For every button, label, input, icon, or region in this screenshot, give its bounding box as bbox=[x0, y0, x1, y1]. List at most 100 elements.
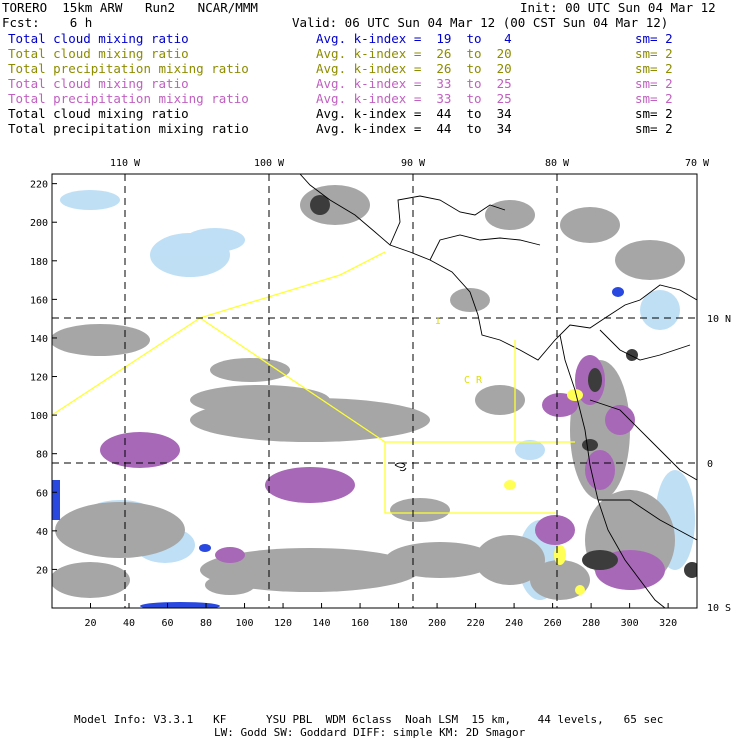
y-tick-label: 80 bbox=[36, 450, 48, 461]
cloud-light-blue bbox=[60, 190, 120, 210]
precip-purple bbox=[215, 547, 245, 563]
border-peru bbox=[598, 499, 697, 541]
x-tick-label: 200 bbox=[428, 618, 446, 629]
legend-row: Total precipitation mixing ratio Avg. k-i… bbox=[0, 91, 740, 106]
coastline-central-america bbox=[299, 174, 697, 361]
legend-k-index: Avg. k-index = 44 to 34 bbox=[316, 106, 512, 121]
cloud-blue-intense bbox=[52, 480, 60, 520]
legend-k-index: Avg. k-index = 44 to 34 bbox=[316, 121, 512, 136]
x-tick-label: 220 bbox=[467, 618, 485, 629]
cloud-blue-intense bbox=[199, 544, 211, 552]
precip-purple bbox=[100, 432, 180, 468]
x-tick-label: 140 bbox=[313, 618, 331, 629]
y-tick-label: 120 bbox=[30, 373, 48, 384]
cloud-gray bbox=[190, 385, 330, 415]
legend-row: Total cloud mixing ratio Avg. k-index = 2… bbox=[0, 46, 740, 61]
y-tick-label: 160 bbox=[30, 295, 48, 306]
precip-purple bbox=[535, 515, 575, 545]
cloud-light-blue bbox=[640, 290, 680, 330]
cloud-dark-core bbox=[310, 195, 330, 215]
precip-yellow bbox=[554, 545, 566, 565]
cloud-gray bbox=[450, 288, 490, 312]
legend-field: Total cloud mixing ratio bbox=[8, 106, 189, 121]
legend-k-index: Avg. k-index = 19 to 4 bbox=[316, 31, 512, 46]
latitude-label: 0 bbox=[707, 459, 713, 470]
x-tick-label: 160 bbox=[351, 618, 369, 629]
longitude-label: 110 W bbox=[110, 158, 141, 169]
latlon-grid bbox=[52, 174, 697, 608]
legend-smoothing: sm= 2 bbox=[635, 46, 673, 61]
legend-field: Total precipitation mixing ratio bbox=[8, 91, 249, 106]
cloud-blue-intense bbox=[140, 602, 220, 608]
x-tick-label: 100 bbox=[236, 618, 254, 629]
cloud-gray bbox=[485, 200, 535, 230]
eez-boundary-south bbox=[199, 317, 555, 514]
precip-purple bbox=[265, 467, 355, 503]
legend-smoothing: sm= 2 bbox=[635, 121, 673, 136]
latitude-label: 10 S bbox=[707, 603, 731, 614]
coastline-yucatan bbox=[389, 195, 506, 246]
precip-purple bbox=[585, 450, 615, 490]
precip-purple bbox=[542, 393, 578, 417]
longitude-label: 90 W bbox=[401, 158, 426, 169]
longitude-label: 70 W bbox=[685, 158, 710, 169]
eez-boundary-mexico bbox=[52, 251, 386, 416]
legend-field: Total precipitation mixing ratio bbox=[8, 121, 249, 136]
forecast-hour: Fcst: 6 h bbox=[2, 15, 93, 30]
init-time: Init: 00 UTC Sun 04 Mar 12 bbox=[520, 0, 716, 15]
legend-smoothing: sm= 2 bbox=[635, 106, 673, 121]
legend-field: Total precipitation mixing ratio bbox=[8, 61, 249, 76]
cloud-gray bbox=[390, 498, 450, 522]
map-label-cr: C R bbox=[464, 375, 483, 386]
map-label-i: I bbox=[435, 316, 441, 327]
legend-field: Total cloud mixing ratio bbox=[8, 46, 189, 61]
cloud-dark-core bbox=[582, 550, 618, 570]
y-tick-label: 200 bbox=[30, 218, 48, 229]
x-tick-label: 40 bbox=[123, 618, 135, 629]
footer-physics: LW: Godd SW: Goddard DIFF: simple KM: 2D… bbox=[214, 726, 526, 739]
cloud-gray bbox=[52, 562, 130, 598]
y-tick-label: 220 bbox=[30, 180, 48, 191]
y-tick-label: 40 bbox=[36, 527, 48, 538]
cloud-gray bbox=[52, 324, 150, 356]
legend-row: Total cloud mixing ratio Avg. k-index = 3… bbox=[0, 76, 740, 91]
precip-yellow bbox=[575, 585, 585, 595]
model-title: TORERO 15km ARW Run2 NCAR/MMM bbox=[2, 0, 258, 15]
cloud-gray bbox=[55, 502, 185, 558]
region-outlines bbox=[52, 251, 575, 514]
coastlines bbox=[299, 174, 697, 608]
longitude-labels: 110 W 100 W 90 W 80 W 70 W bbox=[110, 158, 710, 169]
cloud-gray bbox=[300, 185, 370, 225]
galapagos-islands bbox=[394, 462, 407, 472]
cloud-blue-intense bbox=[612, 287, 624, 297]
legend-smoothing: sm= 2 bbox=[635, 91, 673, 106]
x-tick-label: 240 bbox=[505, 618, 523, 629]
legend-row: Total cloud mixing ratio Avg. k-index = 1… bbox=[0, 31, 740, 46]
legend-k-index: Avg. k-index = 26 to 20 bbox=[316, 46, 512, 61]
border-central-america bbox=[429, 234, 541, 261]
legend-field: Total cloud mixing ratio bbox=[8, 76, 189, 91]
legend-smoothing: sm= 2 bbox=[635, 76, 673, 91]
x-tick-label: 320 bbox=[659, 618, 677, 629]
cloud-dark-core bbox=[588, 368, 602, 392]
cloud-dark-core bbox=[684, 562, 697, 578]
cloud-light-blue bbox=[185, 228, 245, 252]
precip-purple bbox=[605, 405, 635, 435]
y-tick-label: 60 bbox=[36, 488, 48, 499]
cloud-gray bbox=[200, 548, 420, 592]
legend-field: Total cloud mixing ratio bbox=[8, 31, 189, 46]
x-tick-label: 60 bbox=[161, 618, 173, 629]
valid-time: Valid: 06 UTC Sun 04 Mar 12 (00 CST Sun … bbox=[292, 15, 669, 30]
x-tick-label: 120 bbox=[274, 618, 292, 629]
x-tick-label: 20 bbox=[84, 618, 96, 629]
longitude-label: 80 W bbox=[545, 158, 570, 169]
legend-row: Total cloud mixing ratio Avg. k-index = 4… bbox=[0, 106, 740, 121]
longitude-label: 100 W bbox=[254, 158, 285, 169]
x-tick-label: 80 bbox=[200, 618, 212, 629]
cloud-gray bbox=[560, 207, 620, 243]
x-axis-ticks: 20 40 60 80 100 120 140 160 180 200 220 240 260 280 30… bbox=[84, 603, 677, 629]
plot-frame bbox=[51, 173, 698, 609]
precip-yellow bbox=[504, 480, 516, 490]
cloud-gray bbox=[205, 575, 255, 595]
